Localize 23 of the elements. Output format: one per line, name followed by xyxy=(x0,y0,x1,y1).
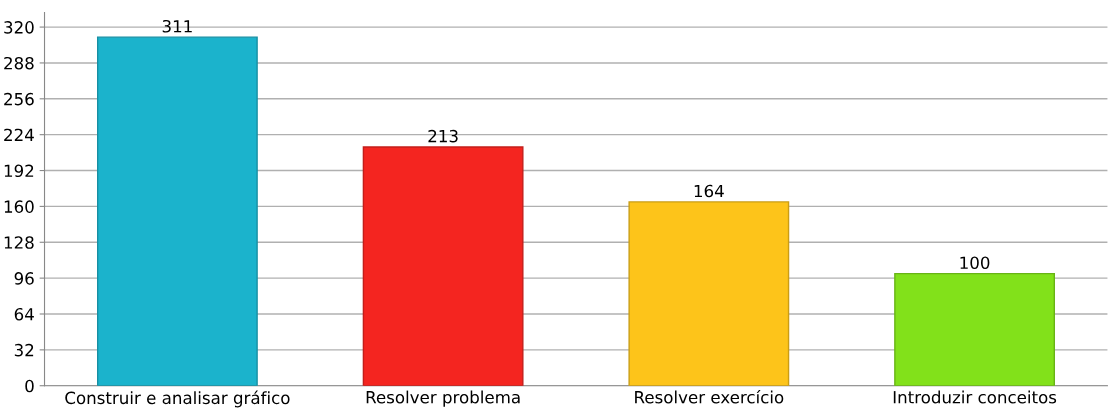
x-tick-label: Resolver problema xyxy=(366,390,520,407)
bar xyxy=(362,146,524,386)
x-tick-label: Resolver exercício xyxy=(635,389,784,404)
data-label: 164 xyxy=(694,184,724,198)
y-tick-label: 0 xyxy=(25,379,34,393)
y-tick-label: 96 xyxy=(14,272,34,285)
y-tick-label: 128 xyxy=(4,236,34,249)
y-tick-label: 32 xyxy=(14,343,34,357)
bar xyxy=(628,201,790,386)
data-label: 100 xyxy=(960,256,990,270)
y-tick-label: 320 xyxy=(4,21,34,34)
y-tick-label: 224 xyxy=(4,128,34,142)
data-label: 213 xyxy=(428,129,458,143)
y-tick-label: 64 xyxy=(14,307,34,321)
data-label: 311 xyxy=(162,19,192,33)
y-tick-label: 288 xyxy=(4,56,34,70)
x-tick-label: Construir e analisar gráfico xyxy=(65,390,290,408)
y-tick-label: 192 xyxy=(4,164,34,178)
y-tick-label: 160 xyxy=(4,200,34,213)
bar xyxy=(96,36,258,386)
y-tick-label: 256 xyxy=(4,92,34,106)
bar xyxy=(894,272,1055,386)
x-tick-label: Introduzir conceitos xyxy=(893,390,1057,404)
